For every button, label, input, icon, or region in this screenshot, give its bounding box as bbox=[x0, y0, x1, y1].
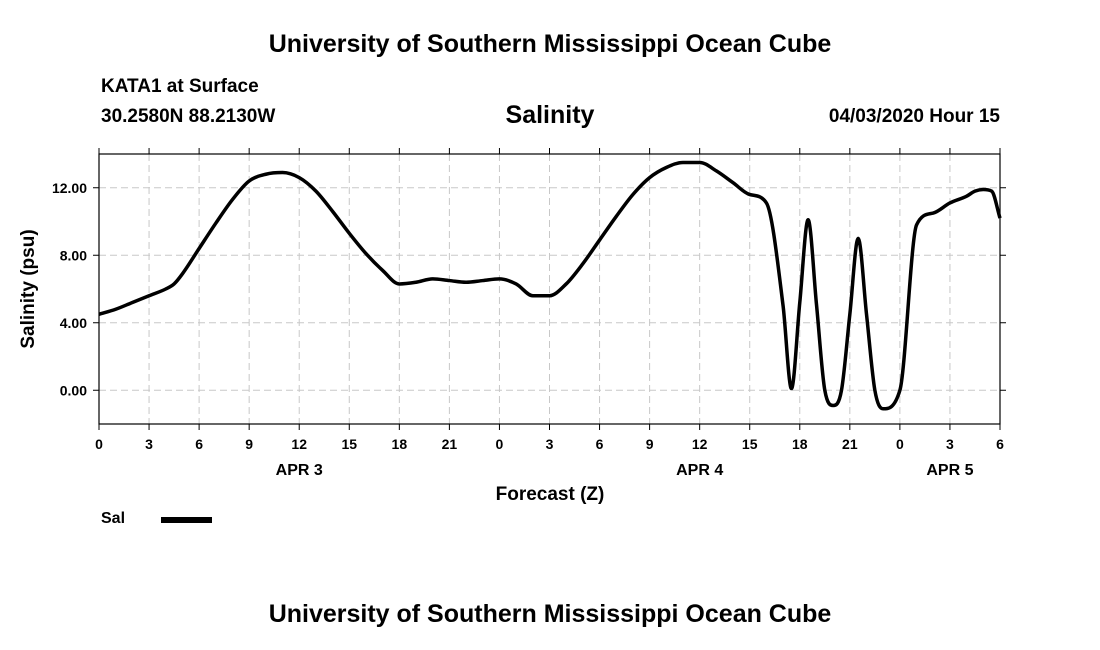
plot-frame bbox=[98, 153, 1001, 425]
x-date-label: APR 5 bbox=[926, 462, 973, 479]
x-tick-label: 3 bbox=[546, 436, 554, 452]
legend-swatch-sal bbox=[161, 517, 212, 523]
x-tick-label: 0 bbox=[496, 436, 504, 452]
x-tick-label: 0 bbox=[896, 436, 904, 452]
x-tick-label: 9 bbox=[646, 436, 654, 452]
chart-title: Salinity bbox=[505, 101, 595, 129]
coordinates-label: 30.2580N 88.2130W bbox=[101, 106, 276, 127]
axis-ticks bbox=[93, 148, 1006, 430]
x-tick-label: 9 bbox=[245, 436, 253, 452]
top-title: University of Southern Mississippi Ocean… bbox=[268, 30, 832, 58]
x-axis-label: Forecast (Z) bbox=[496, 484, 605, 505]
x-tick-label: 15 bbox=[742, 436, 758, 452]
y-tick-label: 4.00 bbox=[60, 315, 87, 331]
grid-lines bbox=[99, 154, 1000, 424]
y-tick-label: 0.00 bbox=[60, 382, 87, 398]
y-axis-label: Salinity (psu) bbox=[18, 229, 39, 348]
x-tick-label: 21 bbox=[442, 436, 458, 452]
x-tick-label: 15 bbox=[341, 436, 357, 452]
x-tick-label: 18 bbox=[392, 436, 408, 452]
legend-label-sal: Sal bbox=[101, 510, 126, 527]
x-tick-label: 12 bbox=[291, 436, 307, 452]
x-tick-label: 12 bbox=[692, 436, 708, 452]
x-tick-label: 6 bbox=[596, 436, 604, 452]
x-tick-label: 18 bbox=[792, 436, 808, 452]
x-date-label: APR 3 bbox=[276, 462, 323, 479]
x-tick-label: 3 bbox=[946, 436, 954, 452]
station-label: KATA1 at Surface bbox=[101, 76, 259, 97]
x-tick-label: 21 bbox=[842, 436, 858, 452]
bottom-title: University of Southern Mississippi Ocean… bbox=[268, 600, 832, 628]
series-line-sal bbox=[98, 160, 1002, 411]
date-label: 04/03/2020 Hour 15 bbox=[828, 106, 1000, 127]
x-tick-label: 3 bbox=[145, 436, 153, 452]
x-tick-label: 6 bbox=[996, 436, 1004, 452]
y-tick-label: 8.00 bbox=[60, 247, 87, 263]
x-tick-label: 0 bbox=[95, 436, 103, 452]
axis-tick-labels: 0.00 4.00 8.00 12.00 0 3 6 9 12 15 18 21 0 3 6 9 12 15 18 2… bbox=[52, 180, 1004, 479]
y-tick-label: 12.00 bbox=[52, 180, 87, 196]
x-date-label: APR 4 bbox=[676, 462, 723, 479]
x-tick-label: 6 bbox=[195, 436, 203, 452]
